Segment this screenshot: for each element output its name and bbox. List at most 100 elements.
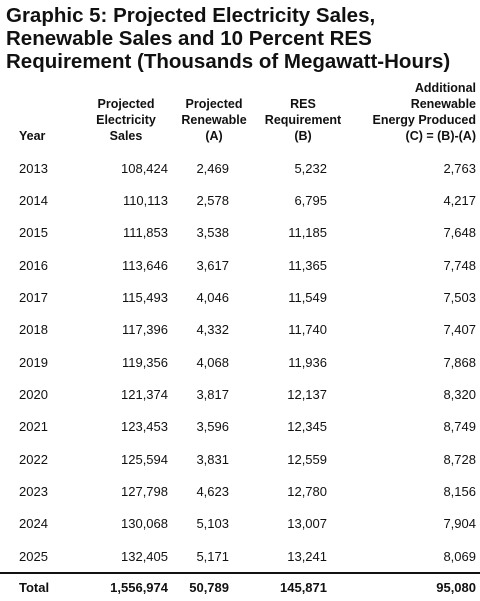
cell-year: 2020 (19, 387, 48, 403)
header-line: (B) (294, 129, 312, 143)
cell-additional: 8,749 (443, 419, 476, 435)
cell-renewable: 2,469 (196, 160, 229, 176)
header-line: (A) (205, 129, 223, 143)
cell-res: 12,559 (287, 451, 327, 467)
cell-res: 5,232 (294, 160, 327, 176)
cell-additional: 7,748 (443, 257, 476, 273)
table-row: 2017 115,493 4,046 11,549 7,503 (0, 281, 480, 313)
table-row: 2013 108,424 2,469 5,232 2,763 (0, 152, 480, 184)
cell-sales: 108,424 (121, 160, 168, 176)
cell-year: 2018 (19, 322, 48, 338)
cell-renewable: 5,103 (196, 516, 229, 532)
cell-renewable: 4,623 (196, 484, 229, 500)
cell-additional: 7,868 (443, 354, 476, 370)
cell-res: 11,549 (288, 290, 327, 306)
cell-sales: 132,405 (121, 548, 168, 564)
header-line: RES (290, 97, 316, 111)
cell-additional: 2,763 (443, 160, 476, 176)
table-row: 2020 121,374 3,817 12,137 8,320 (0, 378, 480, 410)
col-header-res: RES Requirement (B) (260, 78, 346, 152)
data-table: Year Projected Electricity Sales Project… (0, 78, 480, 601)
chart-title: Graphic 5: Projected Electricity Sales, … (6, 4, 476, 73)
total-additional: 95,080 (346, 572, 480, 601)
cell-year: 2022 (19, 451, 48, 467)
cell-sales: 110,113 (122, 193, 168, 209)
cell-additional: 8,069 (443, 548, 476, 564)
cell-res: 13,241 (287, 548, 327, 564)
cell-renewable: 3,617 (196, 257, 229, 273)
cell-year: 2014 (19, 193, 48, 209)
title-line: Requirement (Thousands of Megawatt-Hours… (6, 50, 451, 73)
cell-renewable: 4,046 (196, 290, 229, 306)
cell-sales: 113,646 (121, 257, 168, 273)
cell-sales: 115,493 (121, 290, 168, 306)
cell-res: 13,007 (287, 516, 327, 532)
cell-year: 2016 (19, 257, 48, 273)
table-row: 2024 130,068 5,103 13,007 7,904 (0, 508, 480, 540)
cell-sales: 127,798 (121, 484, 168, 500)
cell-renewable: 3,831 (196, 451, 229, 467)
cell-res: 12,137 (287, 387, 327, 403)
header-line: Projected (97, 97, 155, 111)
header-line: Additional (414, 81, 476, 95)
cell-year: 2023 (19, 484, 48, 500)
cell-additional: 8,156 (443, 484, 476, 500)
cell-year: 2015 (19, 225, 48, 241)
cell-additional: 7,407 (443, 322, 476, 338)
table-row: 2023 127,798 4,623 12,780 8,156 (0, 475, 480, 507)
cell-additional: 4,217 (443, 193, 476, 209)
table-row: 2019 119,356 4,068 11,936 7,868 (0, 346, 480, 378)
cell-res: 11,365 (288, 257, 327, 273)
table-row: 2018 117,396 4,332 11,740 7,407 (0, 314, 480, 346)
cell-renewable: 3,817 (196, 387, 229, 403)
cell-renewable: 5,171 (196, 548, 229, 564)
cell-sales: 111,853 (122, 225, 168, 241)
cell-additional: 7,904 (443, 516, 476, 532)
cell-sales: 117,396 (121, 322, 168, 338)
cell-sales: 123,453 (121, 419, 168, 435)
title-line: Renewable Sales and 10 Percent RES (6, 27, 372, 50)
table-row: 2014 110,113 2,578 6,795 4,217 (0, 184, 480, 216)
header-line: (C) = (B)-(A) (405, 129, 476, 143)
cell-additional: 7,648 (443, 225, 476, 241)
cell-sales: 125,594 (121, 451, 168, 467)
cell-res: 11,185 (288, 225, 327, 241)
header-line: Energy Produced (372, 113, 477, 127)
cell-sales: 119,356 (121, 354, 168, 370)
cell-year: 2024 (19, 516, 48, 532)
header-line: Sales (109, 129, 143, 143)
cell-res: 12,780 (287, 484, 327, 500)
total-sales: 1,556,974 (84, 572, 168, 601)
table-row: 2025 132,405 5,171 13,241 8,069 (0, 540, 480, 573)
col-header-additional: Additional Renewable Energy Produced (C)… (346, 78, 480, 152)
total-row: Total 1,556,974 50,789 145,871 95,080 (0, 572, 480, 601)
cell-res: 12,345 (287, 419, 327, 435)
header-row: Year Projected Electricity Sales Project… (0, 78, 480, 152)
table-row: 2016 113,646 3,617 11,365 7,748 (0, 249, 480, 281)
cell-additional: 7,503 (443, 290, 476, 306)
cell-renewable: 2,578 (196, 193, 229, 209)
cell-res: 11,740 (288, 322, 327, 338)
total-renewable: 50,789 (168, 572, 260, 601)
table-row: 2021 123,453 3,596 12,345 8,749 (0, 411, 480, 443)
cell-sales: 130,068 (121, 516, 168, 532)
cell-year: 2013 (19, 160, 48, 176)
cell-res: 11,936 (288, 354, 327, 370)
table-body: 2013 108,424 2,469 5,232 2,763 2014 110,113 2,5… (0, 152, 480, 601)
title-line: Graphic 5: Projected Electricity Sales, (6, 4, 376, 27)
cell-sales: 121,374 (121, 387, 168, 403)
cell-year: 2025 (19, 548, 48, 564)
table-row: 2022 125,594 3,831 12,559 8,728 (0, 443, 480, 475)
header-line: Electricity (96, 113, 156, 127)
cell-renewable: 4,332 (196, 322, 229, 338)
cell-year: 2017 (19, 290, 48, 306)
col-header-renewable: Projected Renewable (A) (168, 78, 260, 152)
col-header-sales: Projected Electricity Sales (84, 78, 168, 152)
cell-renewable: 3,596 (196, 419, 229, 435)
cell-year: 2021 (19, 419, 48, 435)
cell-additional: 8,320 (443, 387, 476, 403)
total-res: 145,871 (260, 572, 346, 601)
header-line: Projected (185, 97, 243, 111)
header-line: Renewable (181, 113, 247, 127)
col-header-year: Year (19, 129, 46, 143)
